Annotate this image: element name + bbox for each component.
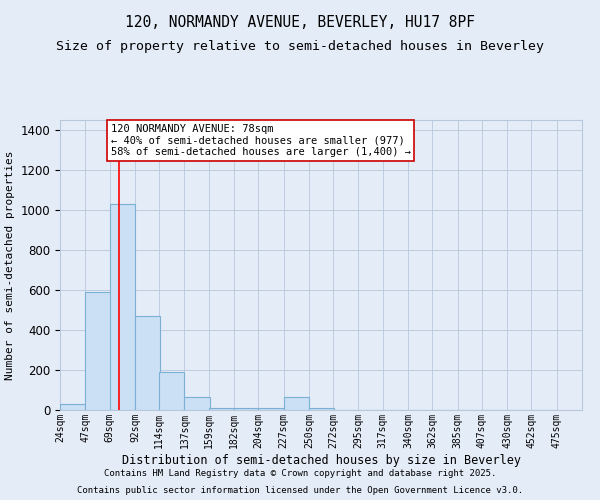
Text: 120 NORMANDY AVENUE: 78sqm
← 40% of semi-detached houses are smaller (977)
58% o: 120 NORMANDY AVENUE: 78sqm ← 40% of semi… (110, 124, 410, 157)
Text: 120, NORMANDY AVENUE, BEVERLEY, HU17 8PF: 120, NORMANDY AVENUE, BEVERLEY, HU17 8PF (125, 15, 475, 30)
Bar (184, 397, 210, 410)
Y-axis label: Number of semi-detached properties: Number of semi-detached properties (5, 150, 15, 380)
Bar (284, 397, 309, 410)
Text: Contains public sector information licensed under the Open Government Licence v3: Contains public sector information licen… (77, 486, 523, 495)
Bar (159, 372, 184, 410)
Text: Size of property relative to semi-detached houses in Beverley: Size of property relative to semi-detach… (56, 40, 544, 53)
Bar (258, 408, 284, 410)
Bar (135, 316, 160, 410)
Text: Contains HM Land Registry data © Crown copyright and database right 2025.: Contains HM Land Registry data © Crown c… (104, 468, 496, 477)
Bar (110, 204, 135, 410)
Bar (60, 404, 85, 410)
X-axis label: Distribution of semi-detached houses by size in Beverley: Distribution of semi-detached houses by … (121, 454, 521, 466)
Bar (234, 408, 259, 410)
Bar (85, 292, 110, 410)
Bar (209, 408, 234, 410)
Bar (309, 408, 334, 410)
